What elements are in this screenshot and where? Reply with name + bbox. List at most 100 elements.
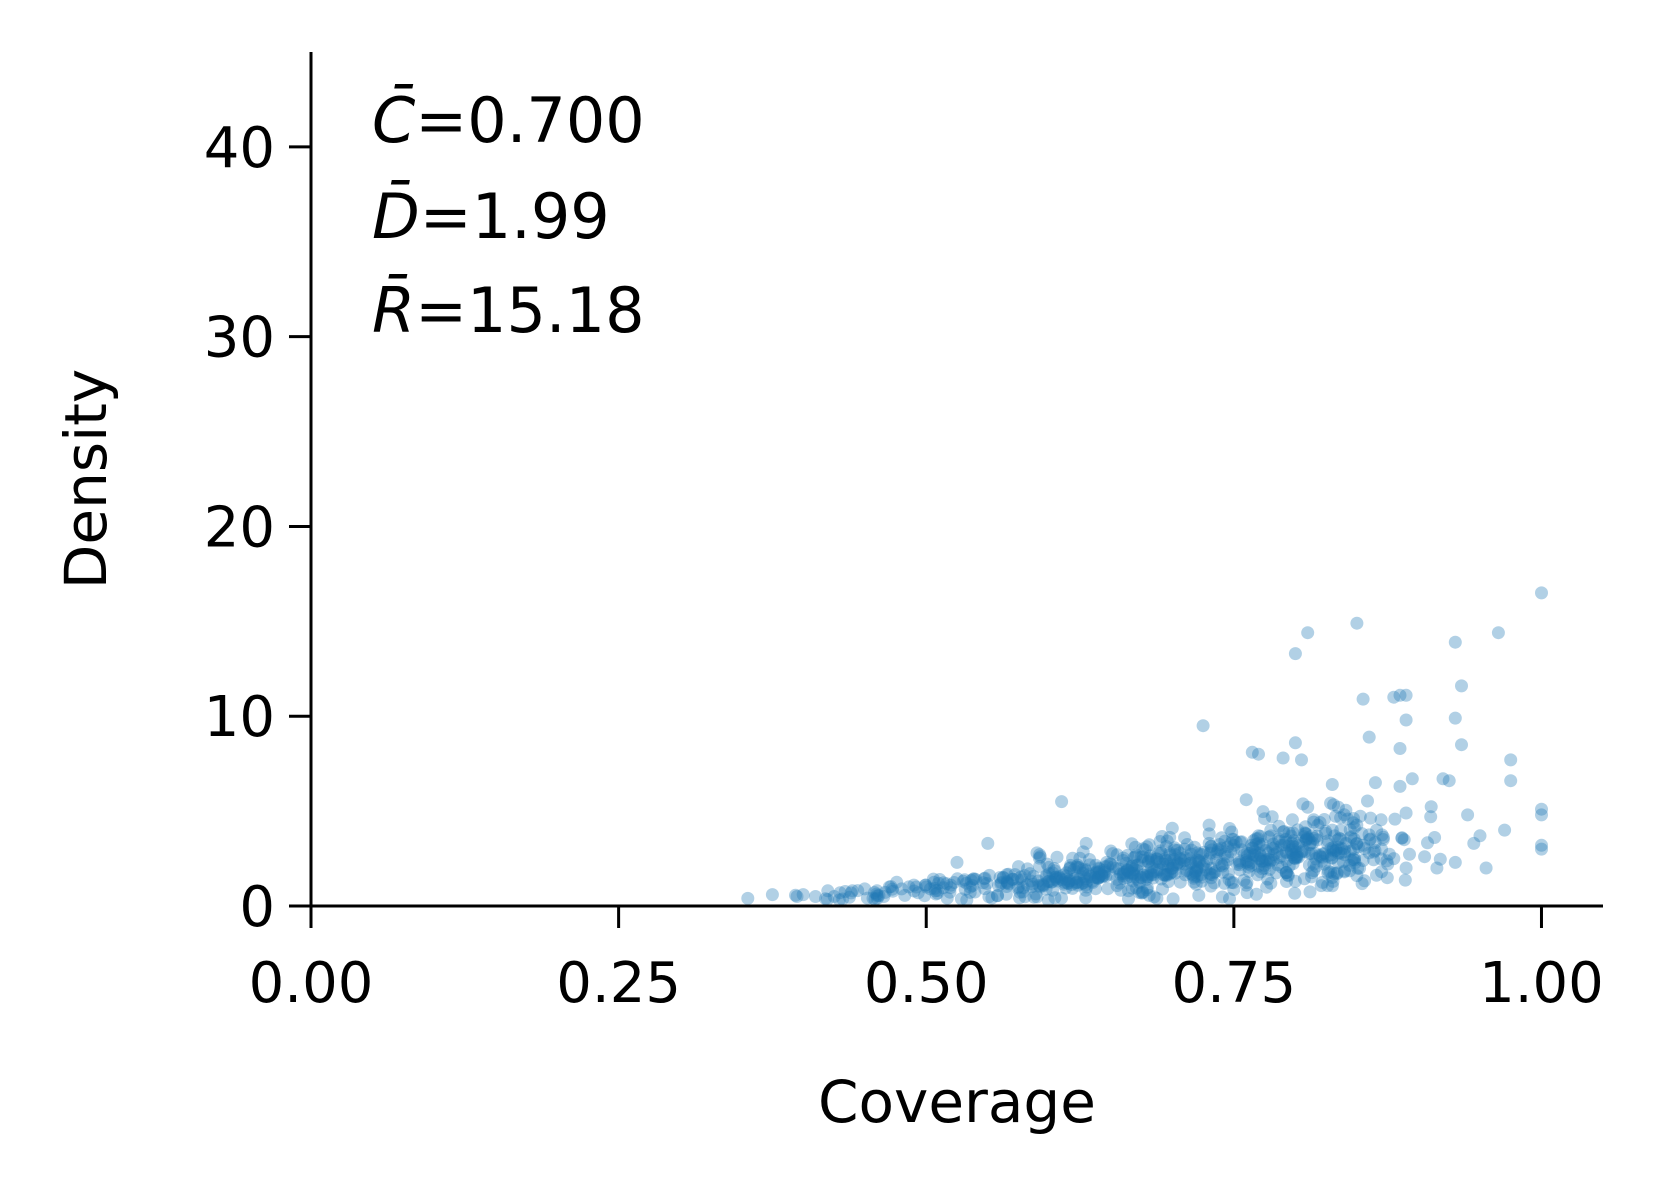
data-point (978, 871, 992, 885)
data-point (1215, 890, 1229, 904)
data-point (1173, 851, 1187, 865)
data-point (1090, 865, 1104, 879)
data-point (1165, 861, 1179, 875)
data-point (1280, 866, 1293, 879)
data-point (1033, 848, 1047, 862)
data-point (1448, 711, 1462, 725)
data-point (1280, 854, 1294, 868)
data-point (1252, 836, 1266, 850)
data-point (1324, 848, 1338, 862)
data-point (1178, 857, 1192, 871)
data-point (1000, 875, 1014, 889)
data-point (820, 893, 834, 906)
data-point (1317, 857, 1331, 871)
data-point (1053, 871, 1067, 885)
data-point (1286, 839, 1300, 853)
data-point (1393, 742, 1407, 755)
data-point (1216, 859, 1229, 873)
data-point (1239, 855, 1253, 869)
data-point (1091, 866, 1105, 880)
data-point (1018, 869, 1032, 883)
data-point (1089, 870, 1103, 884)
data-point (1421, 836, 1434, 850)
data-point (1044, 875, 1058, 889)
data-point (827, 890, 841, 903)
data-point (1252, 829, 1265, 843)
data-point (1186, 868, 1200, 882)
data-point (1288, 874, 1302, 888)
data-point (1325, 778, 1339, 791)
data-point (1275, 838, 1289, 852)
axes (309, 52, 1603, 908)
y-tick-label: 30 (204, 306, 275, 371)
data-point (1455, 738, 1468, 752)
data-point (1258, 858, 1272, 872)
data-point (1159, 854, 1173, 868)
data-point (1103, 857, 1117, 871)
data-point (918, 889, 932, 903)
data-point (1286, 826, 1300, 840)
data-point (1266, 842, 1280, 856)
data-point (1045, 875, 1059, 889)
data-point (966, 879, 979, 893)
data-point (1339, 837, 1353, 850)
data-point (1150, 863, 1164, 877)
data-point (1163, 848, 1177, 862)
data-point (907, 884, 921, 898)
data-point (1258, 854, 1272, 868)
data-point (1061, 876, 1075, 890)
data-point (1491, 626, 1505, 640)
data-point (1273, 851, 1286, 864)
data-point (1334, 823, 1348, 837)
data-point (1138, 843, 1152, 857)
data-point (1330, 866, 1344, 880)
data-point (821, 884, 835, 898)
data-point (1156, 882, 1169, 896)
data-point (1076, 866, 1090, 880)
data-point (1364, 811, 1377, 825)
data-point (1306, 836, 1320, 850)
data-point (1157, 868, 1171, 882)
data-point (1370, 868, 1383, 882)
data-point (1110, 872, 1124, 886)
data-point (1120, 863, 1134, 877)
data-point (1535, 802, 1548, 816)
data-point (1295, 753, 1308, 767)
data-point (1167, 853, 1181, 866)
data-point (1265, 810, 1279, 824)
y-tick-label: 10 (204, 685, 275, 750)
data-point (1433, 852, 1447, 866)
data-point (1136, 886, 1150, 900)
data-point (1157, 868, 1171, 882)
data-point (1080, 874, 1094, 888)
data-point (1368, 836, 1382, 849)
data-point (1299, 832, 1313, 846)
data-point (885, 882, 899, 896)
data-point (1146, 868, 1160, 882)
data-point (1467, 836, 1481, 850)
data-point (1071, 878, 1085, 892)
data-point (1140, 883, 1154, 897)
data-point (1153, 863, 1166, 877)
data-point (1277, 825, 1291, 838)
data-point (1071, 858, 1085, 872)
data-point (1230, 857, 1244, 871)
data-point (1350, 836, 1364, 850)
data-point (1375, 865, 1388, 879)
data-point (1249, 887, 1263, 901)
data-point (1355, 877, 1369, 891)
data-point (1288, 647, 1302, 661)
data-point (1196, 848, 1210, 862)
data-point (1150, 852, 1164, 866)
data-point (968, 885, 982, 899)
data-point (1448, 635, 1462, 649)
data-point (964, 874, 978, 887)
data-point (1213, 838, 1227, 851)
data-point (1142, 888, 1156, 902)
data-point (1286, 857, 1300, 871)
data-point (1184, 856, 1198, 870)
data-point (933, 873, 947, 886)
data-point (1479, 861, 1493, 875)
data-point (1261, 846, 1275, 860)
data-point (1264, 876, 1278, 890)
